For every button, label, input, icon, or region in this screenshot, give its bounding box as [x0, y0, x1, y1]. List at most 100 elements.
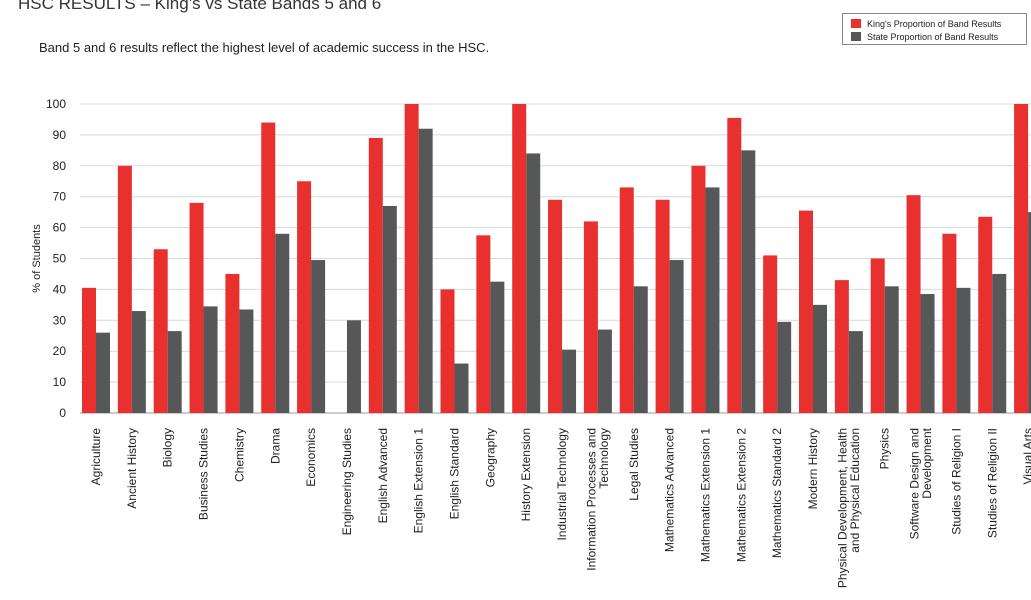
- bar-kings: [691, 165, 706, 413]
- x-tick-label-line: Studies of Religion I: [949, 428, 963, 535]
- x-tick-label: Visual Arts: [1021, 428, 1031, 484]
- x-tick-label: English Extension 1: [412, 428, 426, 534]
- y-tick-label: 20: [53, 344, 67, 358]
- legend-swatch-kings: [851, 19, 861, 28]
- bar-kings: [476, 235, 491, 413]
- x-tick-label-line: Development: [920, 427, 934, 498]
- x-tick-label-line: Information Processes and: [585, 428, 599, 571]
- x-tick-label: Legal Studies: [627, 428, 641, 501]
- x-tick-label: English Advanced: [376, 428, 390, 523]
- y-tick-label: 0: [59, 406, 66, 420]
- legend-label-state: State Proportion of Band Results: [867, 31, 999, 42]
- x-tick-label-line: Legal Studies: [627, 428, 641, 501]
- x-tick-label: Industrial Technology: [555, 428, 569, 541]
- x-tick-label-line: Business Studies: [197, 428, 211, 520]
- bar-kings: [906, 195, 921, 413]
- bar-state: [705, 187, 720, 413]
- bar-kings: [799, 210, 813, 413]
- bar-kings: [82, 287, 96, 413]
- x-tick-label-line: Mathematics Advanced: [663, 428, 677, 552]
- bar-kings: [368, 137, 383, 414]
- y-tick-label: 90: [53, 128, 67, 142]
- x-tick-label: Business Studies: [197, 428, 211, 520]
- bar-kings: [583, 221, 598, 413]
- x-tick-label: Chemistry: [232, 428, 246, 482]
- bar-state: [203, 306, 218, 413]
- bar-kings: [619, 187, 634, 413]
- legend-swatch-state: [851, 32, 861, 41]
- y-tick-label: 80: [53, 159, 67, 173]
- bar-kings: [153, 249, 168, 413]
- bar-kings: [117, 165, 132, 413]
- bar-kings: [404, 104, 419, 413]
- x-tick-label: Physical Development, Healthand Physical…: [836, 428, 863, 588]
- x-tick-label-line: Software Design and: [907, 428, 921, 539]
- x-tick-label-line: and Physical Education: [848, 428, 862, 553]
- x-tick-label: Information Processes andTechnology: [585, 428, 612, 571]
- bar-state: [884, 286, 899, 413]
- bar-state: [1028, 212, 1031, 413]
- bar-kings: [942, 233, 957, 413]
- x-tick-label: Mathematics Advanced: [663, 428, 677, 552]
- y-tick-label: 40: [53, 282, 67, 296]
- x-tick-label: History Extension: [519, 428, 533, 521]
- x-tick-label-line: English Extension 1: [412, 428, 426, 534]
- x-tick-label-line: Visual Arts: [1021, 428, 1031, 484]
- bar-kings: [189, 202, 204, 413]
- bar-state: [992, 273, 1007, 413]
- bar-state: [239, 309, 254, 413]
- bar-kings: [655, 199, 670, 413]
- chart-subtitle: Band 5 and 6 results reflect the highest…: [39, 40, 490, 55]
- bar-state: [490, 281, 505, 413]
- x-tick-label: Modern History: [806, 428, 820, 509]
- legend-item-state: State Proportion of Band Results: [851, 30, 1026, 43]
- chart-legend: King's Proportion of Band Results State …: [842, 13, 1027, 45]
- bar-kings: [763, 255, 778, 413]
- x-tick-label-line: Drama: [268, 428, 282, 464]
- x-tick-label-line: Agriculture: [89, 428, 103, 486]
- x-tick-label: Mathematics Extension 1: [698, 428, 712, 562]
- y-tick-label: 100: [46, 97, 66, 111]
- x-tick-label-line: Chemistry: [232, 428, 246, 482]
- x-tick-label-line: Engineering Studies: [340, 428, 354, 535]
- chart-title: HSC RESULTS – King’s vs State Bands 5 an…: [18, 0, 382, 13]
- bar-state: [275, 233, 290, 413]
- bar-state: [848, 331, 863, 413]
- x-tick-label-line: Technology: [597, 428, 611, 489]
- x-tick-label-line: Ancient History: [125, 428, 139, 509]
- x-tick-label-line: Physical Development, Health: [836, 428, 850, 588]
- x-tick-label-line: English Advanced: [376, 428, 390, 523]
- bar-state: [597, 329, 612, 413]
- x-tick-label-line: Physics: [878, 428, 892, 469]
- bar-state: [382, 205, 397, 413]
- x-tick-label-line: Industrial Technology: [555, 428, 569, 541]
- bar-state: [131, 311, 146, 413]
- bar-kings: [834, 280, 849, 413]
- bar-kings: [225, 273, 240, 413]
- bar-kings: [440, 289, 455, 413]
- x-tick-label-line: Biology: [161, 428, 175, 467]
- x-tick-label: Biology: [161, 428, 175, 467]
- legend-item-kings: King's Proportion of Band Results: [851, 17, 1026, 30]
- y-tick-label: 50: [53, 252, 67, 266]
- bar-state: [741, 150, 756, 413]
- bar-state: [311, 260, 326, 413]
- bar-state: [669, 260, 684, 413]
- x-tick-label-line: Mathematics Extension 1: [698, 428, 712, 562]
- y-tick-label: 30: [53, 313, 67, 327]
- x-tick-label: Geography: [483, 428, 497, 487]
- bar-state: [454, 363, 469, 413]
- x-tick-label-line: Modern History: [806, 428, 820, 509]
- bar-kings: [978, 216, 993, 413]
- y-tick-label: 60: [53, 221, 67, 235]
- x-tick-label: Studies of Religion I: [949, 428, 963, 535]
- x-tick-label: Studies of Religion II: [985, 428, 999, 538]
- y-tick-label: 70: [53, 190, 67, 204]
- bar-state: [813, 304, 827, 413]
- y-tick-label: 10: [53, 375, 67, 389]
- x-tick-label: Software Design andDevelopment: [907, 427, 934, 539]
- y-axis-label: % of Students: [31, 224, 43, 293]
- x-tick-label-line: English Standard: [448, 428, 462, 519]
- bar-state: [633, 286, 648, 413]
